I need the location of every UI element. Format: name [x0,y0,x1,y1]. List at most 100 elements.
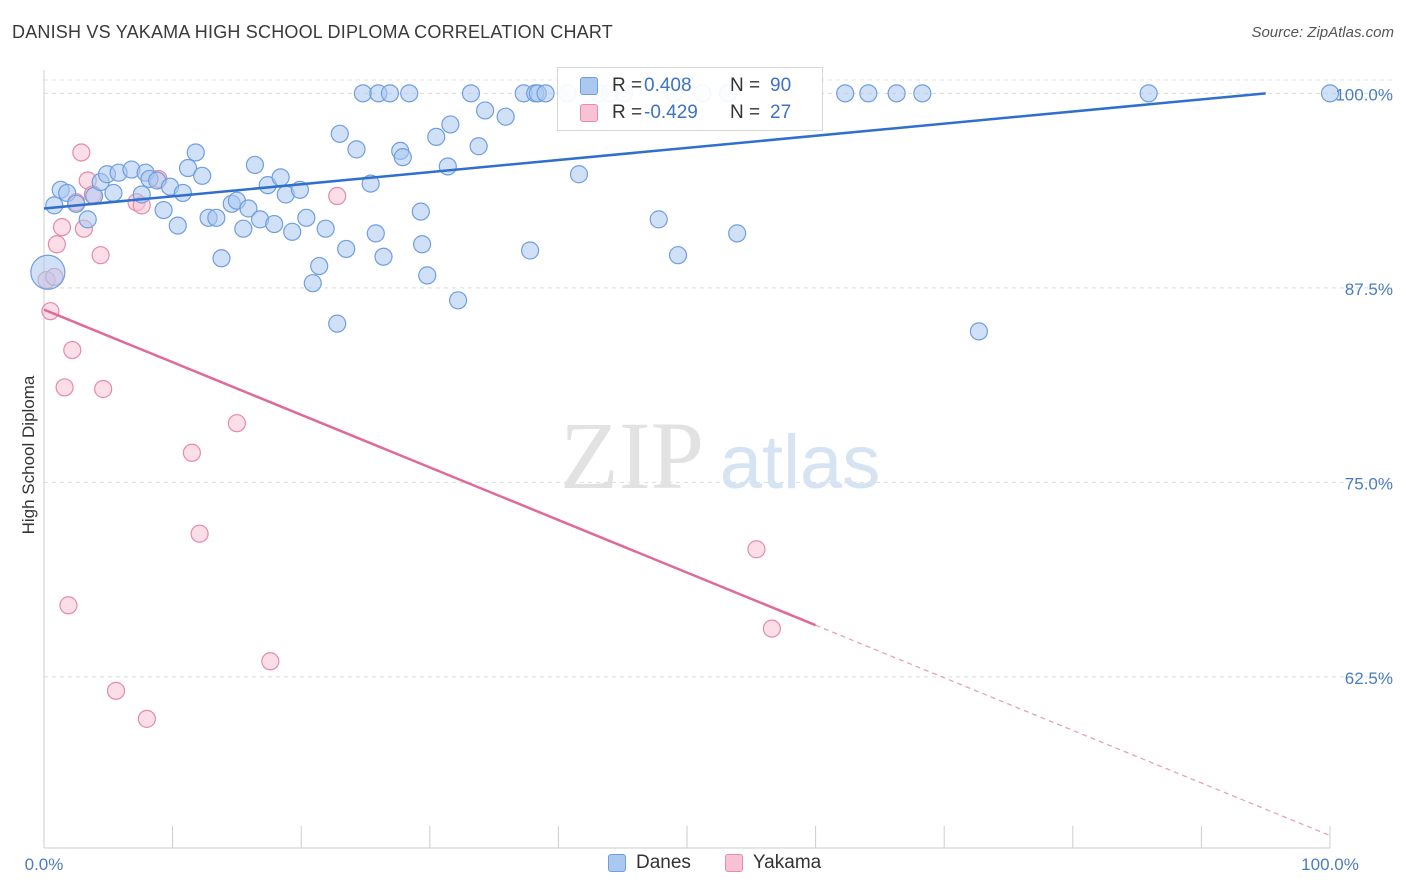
danes-point [366,224,385,243]
danes-point [859,84,878,103]
yakama-point [72,143,91,162]
legend-r-value: 0.408 [644,75,692,96]
danes-point [836,84,855,103]
danes-point [536,84,555,103]
legend-row-yakama: R = -0.429 N = 27 [580,99,791,127]
yakama-point [59,596,78,615]
yakama-point [94,379,113,399]
danes-point [283,222,302,241]
yakama-point [261,652,280,671]
y-axis-title: High School Diploma [19,375,38,534]
danes-point [393,148,412,167]
danes-point [496,107,515,126]
legend-r-label: R = [612,102,643,123]
danes-point [234,219,253,238]
legend-row-danes: R = 0.408 N = 90 [580,72,791,100]
danes-point [728,224,747,243]
legend-swatch-danes [608,854,626,872]
y-tick-label: 62.5% [1345,669,1393,688]
danes-point [913,84,932,103]
danes-point [239,199,258,218]
danes-point [427,127,446,147]
danes-point [569,165,589,184]
y-tick-labels: 100.0% 87.5% 75.0% 62.5% [1335,85,1393,688]
danes-point [380,84,400,103]
source-credit: Source: ZipAtlas.com [1251,24,1394,41]
yakama-point [63,340,82,360]
yakama-point [190,524,209,543]
x-tick-label: 100.0% [1301,855,1359,874]
danes-point [310,256,329,276]
danes-point [448,291,468,310]
danes-point [178,158,198,178]
legend-n-value: 27 [770,102,792,123]
danes-point [374,247,393,266]
danes-point [168,216,187,235]
danes-point [649,210,668,229]
danes-point [154,200,173,220]
legend-r-label: R = [612,75,643,96]
danes-point [475,101,495,120]
danes-trend-line [43,92,1266,210]
legend-swatch-yakama [724,854,743,872]
danes-point [30,254,66,290]
yakama-point [762,619,781,638]
danes-point [303,274,322,293]
danes-point [207,208,226,227]
trend-lines [43,92,1331,837]
danes-point [969,322,989,341]
danes-point [347,140,366,159]
legend-swatch-danes [580,77,598,95]
danes-point [469,137,488,156]
legend-item-yakama: Yakama [724,852,822,874]
danes-point [45,196,64,215]
danes-point [441,115,460,134]
legend-n-value: 90 [770,75,792,96]
y-tick-label: 100.0% [1335,85,1393,104]
danes-point [212,249,231,268]
axes [43,70,1331,849]
legend-swatch-yakama [580,104,598,122]
danes-point [668,246,688,265]
danes-point [400,84,419,103]
x-tick-label: 0.0% [25,855,64,874]
danes-point [1139,84,1158,103]
danes-point [438,157,457,176]
yakama-point [55,378,74,397]
danes-point [193,166,212,185]
y-tick-label: 75.0% [1345,474,1393,493]
danes-point [104,183,123,203]
grid-lines [44,79,1394,678]
chart-title: DANISH VS YAKAMA HIGH SCHOOL DIPLOMA COR… [12,22,613,42]
danes-point [173,183,192,203]
danes-point [353,84,373,103]
yakama-point [328,186,347,206]
legend-n-label: N = [730,75,761,96]
danes-point [316,219,335,238]
danes-point [521,241,540,260]
legend-r-value: -0.429 [644,102,698,123]
danes-point [411,202,430,221]
danes-point [1320,84,1340,103]
danes-point [265,214,284,234]
legend-n-label: N = [730,102,761,123]
danes-point [461,84,481,103]
yakama-point [227,414,246,433]
danes-point [186,143,205,162]
legend-label-yakama: Yakama [752,852,822,873]
danes-point [337,239,356,259]
danes-point [328,314,347,333]
yakama-point [91,246,110,265]
yakama-point [747,540,766,559]
danes-point [245,155,265,175]
y-tick-label: 87.5% [1345,280,1393,299]
yakama-point [47,235,66,254]
danes-point [887,84,906,103]
danes-point [418,266,437,285]
x-tick-labels: 0.0% 100.0% [25,855,1359,874]
watermark: ZIP atlas [560,402,880,509]
watermark-zip: ZIP [560,402,704,509]
danes-point [78,210,97,229]
yakama-trend-extension [815,624,1331,837]
